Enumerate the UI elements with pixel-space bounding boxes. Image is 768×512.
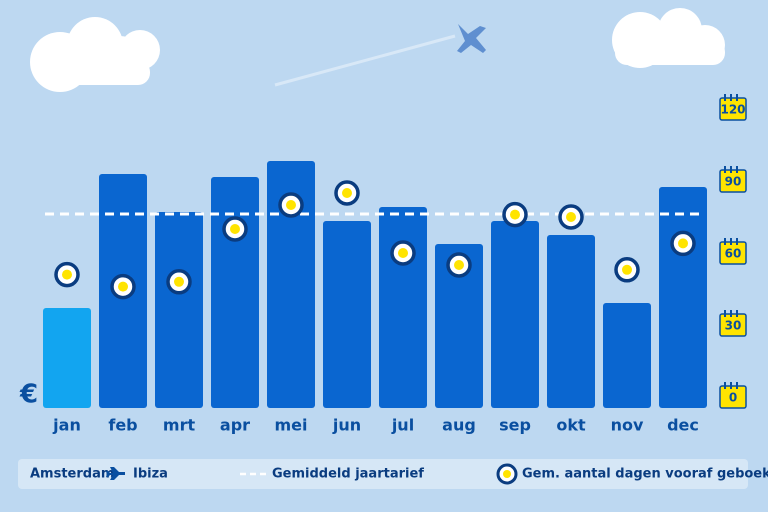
- y2-tick-label: 90: [725, 175, 742, 189]
- bar: [43, 308, 91, 408]
- days-marker: [166, 269, 192, 295]
- bar: [379, 207, 427, 408]
- days-marker-part: [566, 212, 576, 222]
- x-tick-label: jul: [391, 416, 414, 435]
- days-marker-part: [62, 269, 72, 280]
- y2-tick-icon: [719, 97, 747, 121]
- bar: [211, 177, 259, 408]
- days-marker-part: [398, 248, 408, 258]
- y2-tick-icon: [719, 385, 747, 409]
- days-marker-part: [622, 264, 632, 275]
- legend-plane: [106, 467, 125, 480]
- x-tick-label: feb: [108, 416, 137, 435]
- legend-from: Amsterdam: [30, 467, 114, 482]
- y2-tick-icon: [719, 241, 747, 265]
- bar: [659, 187, 707, 408]
- bar: [603, 303, 651, 408]
- y2-tick-label: 60: [725, 247, 742, 261]
- bar: [323, 221, 371, 408]
- days-marker-part: [230, 224, 240, 234]
- days-marker-part: [678, 238, 688, 249]
- legend-box: [18, 459, 748, 489]
- bar: [435, 244, 483, 408]
- days-marker-part: [510, 209, 520, 220]
- y-label: €: [19, 380, 38, 410]
- days-marker: [110, 273, 136, 300]
- bar: [155, 212, 203, 408]
- cloud: [30, 17, 160, 92]
- cloud: [612, 8, 725, 68]
- days-marker: [670, 230, 696, 257]
- x-tick-label: mei: [274, 416, 307, 435]
- bar: [491, 221, 539, 408]
- x-tick-label: jan: [52, 416, 81, 435]
- x-tick-label: jun: [332, 416, 361, 435]
- days-marker: [278, 192, 304, 218]
- x-tick-label: nov: [611, 416, 644, 435]
- legend-to: Ibiza: [133, 467, 168, 482]
- contrail: [274, 34, 456, 87]
- y2-tick-label: 120: [720, 103, 745, 117]
- bar: [547, 235, 595, 408]
- days-marker: [614, 257, 640, 283]
- days-marker-part: [286, 200, 296, 210]
- legend-days: Gem. aantal dagen vooraf geboekt: [522, 467, 768, 482]
- days-marker: [390, 240, 416, 266]
- days-marker: [558, 204, 584, 230]
- days-marker: [54, 261, 80, 288]
- days-marker: [222, 216, 248, 242]
- x-tick-label: sep: [499, 416, 531, 435]
- y2-tick-icon: [719, 169, 747, 193]
- x-tick-label: mrt: [163, 416, 196, 435]
- x-tick-label: apr: [220, 416, 250, 435]
- days-marker-part: [118, 281, 128, 292]
- y2-tick-icon: [719, 313, 747, 337]
- legend-dot: [503, 470, 511, 478]
- x-tick-label: okt: [556, 416, 586, 435]
- x-tick-label: dec: [667, 416, 699, 435]
- plane-icon: [457, 24, 486, 53]
- y2-tick-label: 0: [729, 391, 737, 405]
- days-marker-part: [454, 260, 464, 270]
- x-tick-label: aug: [442, 416, 476, 435]
- legend-average: Gemiddeld jaartarief: [272, 467, 424, 482]
- bar: [267, 161, 315, 408]
- days-marker: [446, 252, 472, 278]
- days-marker: [502, 201, 528, 228]
- days-marker-part: [174, 276, 184, 287]
- days-marker-part: [342, 188, 352, 198]
- y2-tick-label: 30: [725, 319, 742, 333]
- days-marker: [334, 180, 360, 206]
